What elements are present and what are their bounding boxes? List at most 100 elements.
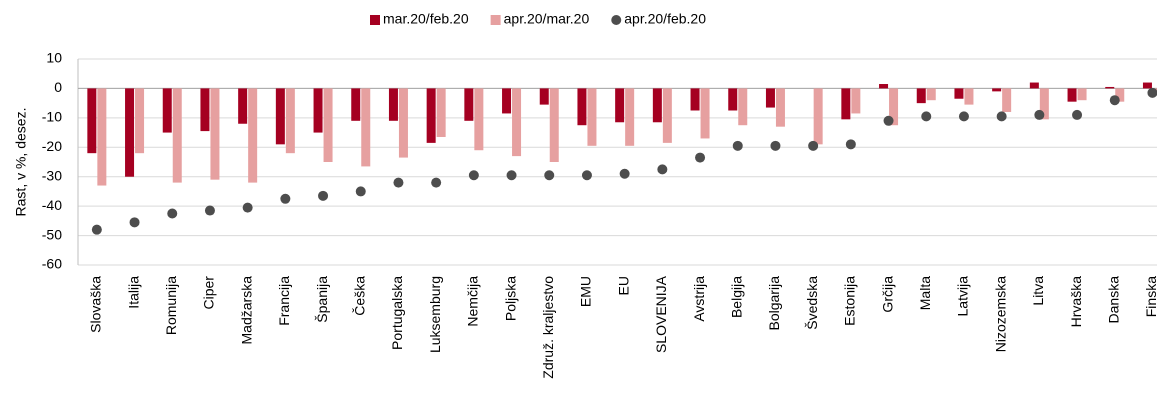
dot [883,115,894,126]
bar [954,88,964,99]
dot [770,140,781,151]
x-tick-label: Češka [351,276,367,316]
y-tick-label: 0 [54,79,62,95]
dot [167,208,178,219]
x-tick-label: Belgija [728,276,744,318]
dot [657,164,668,175]
bar [879,84,889,89]
dot [431,177,442,188]
x-tick-label: Ciper [201,276,217,310]
bar [1077,88,1087,101]
bar [474,88,484,151]
x-tick-label: Slovaška [88,276,104,333]
bar [502,88,512,114]
bar [549,88,559,162]
bar [162,88,172,133]
dot [845,139,856,150]
bar [851,88,861,114]
dot [581,170,592,181]
bar [539,88,549,105]
bar [841,88,851,120]
bar [1039,88,1049,120]
bar [700,88,710,139]
dot [1147,87,1157,98]
x-tick-label: EMU [578,276,594,307]
x-tick-label: Avstrija [691,276,707,322]
bar [238,88,248,124]
bar [1142,82,1152,89]
bar [889,88,899,126]
bar [615,88,625,123]
bar [1067,88,1077,102]
bar [765,88,775,108]
bar [285,88,295,154]
bar [916,88,926,104]
x-tick-label: Poljska [502,276,518,321]
legend-label: apr.20/mar.20 [504,11,590,27]
bar [587,88,597,146]
dot [468,170,479,181]
bar [662,88,672,143]
bar [813,88,823,145]
y-tick-label: -30 [42,167,62,183]
bar [1105,86,1115,89]
bar [135,88,145,154]
x-tick-label: Francija [276,276,292,326]
legend-marker [370,15,380,25]
bar [1115,88,1125,102]
y-tick-label: -20 [42,138,62,154]
x-tick-label: Danska [1105,276,1121,324]
bar [577,88,587,126]
y-axis-label: Rast, v %, desez. [13,108,29,217]
bar [964,88,974,105]
bar [690,88,700,111]
dot [242,202,253,213]
x-tick-label: EU [615,276,631,295]
y-tick-label: -60 [42,256,62,272]
dot [544,170,555,181]
x-tick-label: Malta [917,276,933,310]
y-tick-label: -40 [42,197,62,213]
dot [129,217,140,228]
bar [87,88,97,154]
bar [210,88,220,180]
bar [275,88,285,145]
bar [97,88,107,186]
dot [1072,109,1083,120]
bar [512,88,522,157]
x-tick-label: Hrvaška [1068,276,1084,328]
x-tick-label: Latvija [955,276,971,317]
bar [398,88,408,158]
x-tick-label: Švedska [804,276,820,330]
y-tick-label: -10 [42,109,62,125]
x-tick-label: Nemčija [465,276,481,327]
dot [958,111,969,122]
dot [1034,109,1045,120]
dot [393,177,404,188]
bar [313,88,323,133]
dot [506,170,517,181]
dot [204,205,215,216]
dot [732,140,743,151]
legend-marker [490,15,501,25]
bar [926,88,936,101]
bar [464,88,474,121]
x-tick-label: Portugalska [389,276,405,350]
dot [355,186,366,197]
bar [248,88,258,183]
x-tick-label: Litva [1030,276,1046,306]
bar [728,88,738,111]
y-tick-label: 10 [46,50,62,66]
bar [625,88,635,146]
legend-marker [611,15,622,25]
x-tick-label: Bolgarija [766,276,782,331]
bar [652,88,662,123]
bar [172,88,182,183]
dot [619,168,630,179]
bar [200,88,210,132]
dot [808,140,819,151]
bar [1029,82,1039,89]
dot [91,224,102,235]
x-tick-label: Združ. kraljestvo [540,276,556,379]
